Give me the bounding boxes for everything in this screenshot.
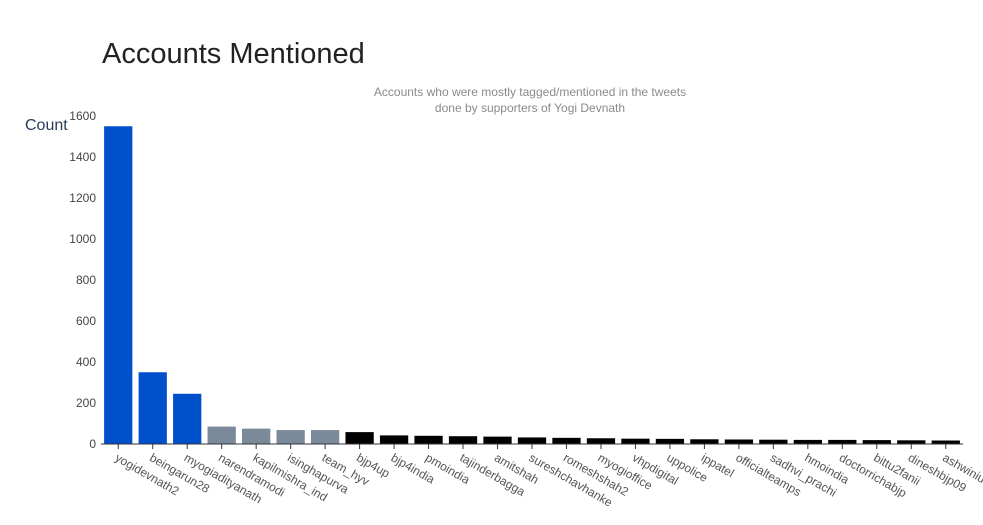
bar-hmoindia[interactable]	[793, 439, 822, 444]
bar-myogioffice[interactable]	[586, 438, 616, 444]
bar-doctorrichabjp[interactable]	[828, 439, 857, 444]
y-axis: 0 200 400 600 800 1000 1200 1400 1600	[69, 109, 96, 451]
chart-subtitle-line-1: Accounts who were mostly tagged/mentione…	[373, 85, 687, 99]
y-tick-label: 400	[76, 355, 96, 369]
bar-team-hyv[interactable]	[310, 430, 340, 444]
y-tick-label: 1200	[69, 191, 96, 205]
bar-officialteamps[interactable]	[724, 439, 754, 444]
bar-tajinderbagga[interactable]	[448, 436, 478, 444]
bar-romeshshah2[interactable]	[552, 437, 581, 444]
bar-isinghapurva[interactable]	[276, 430, 305, 444]
bar-pmoindia[interactable]	[414, 435, 443, 444]
y-tick-label: 1600	[69, 109, 96, 123]
y-tick-label: 800	[76, 273, 96, 287]
y-tick-label: 1000	[69, 232, 96, 246]
bars-group	[104, 126, 960, 444]
bar-bjp4india[interactable]	[379, 435, 409, 444]
bar-dineshbjp09[interactable]	[897, 440, 926, 444]
chart-title: Accounts Mentioned	[102, 38, 365, 70]
bar-bittu2fanii[interactable]	[862, 440, 891, 444]
bar-ashwiniu[interactable]	[931, 440, 960, 444]
bar-kapilmishra-ind[interactable]	[242, 428, 271, 444]
y-tick-label: 200	[76, 396, 96, 410]
y-tick-label: 0	[89, 437, 96, 451]
bar-sadhvi-prachi[interactable]	[759, 439, 788, 444]
bar-narendramodi[interactable]	[207, 426, 236, 444]
bar-ippatel[interactable]	[690, 439, 719, 444]
chart-subtitle-line-2: done by supporters of Yogi Devnath	[434, 101, 626, 115]
y-axis-title: Count	[25, 117, 68, 134]
bar-myogiadityanath[interactable]	[173, 393, 202, 444]
x-axis: yogidevnath2beingarun28myogiadityanathna…	[113, 444, 983, 510]
y-tick-label: 1400	[69, 150, 96, 164]
y-tick-label: 600	[76, 314, 96, 328]
bar-sureshchavhanke[interactable]	[517, 437, 547, 444]
bar-beingarun28[interactable]	[138, 372, 167, 444]
bar-vhpdigital[interactable]	[621, 438, 650, 444]
bar-amitshah[interactable]	[483, 436, 512, 444]
bar-yogidevnath2[interactable]	[104, 126, 133, 444]
bar-bjp4up[interactable]	[345, 432, 374, 444]
bar-uppolice[interactable]	[655, 438, 685, 444]
